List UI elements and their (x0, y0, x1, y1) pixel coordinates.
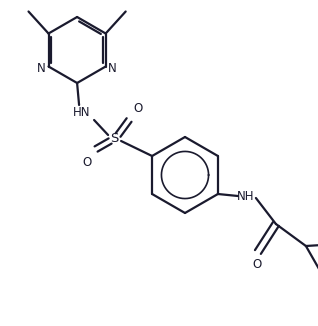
Text: N: N (37, 62, 46, 75)
Text: O: O (252, 259, 261, 272)
Text: HN: HN (73, 106, 91, 118)
Text: O: O (82, 156, 92, 169)
Text: NH: NH (237, 189, 255, 202)
Text: S: S (110, 131, 118, 144)
Text: N: N (108, 62, 117, 75)
Text: O: O (134, 101, 143, 114)
